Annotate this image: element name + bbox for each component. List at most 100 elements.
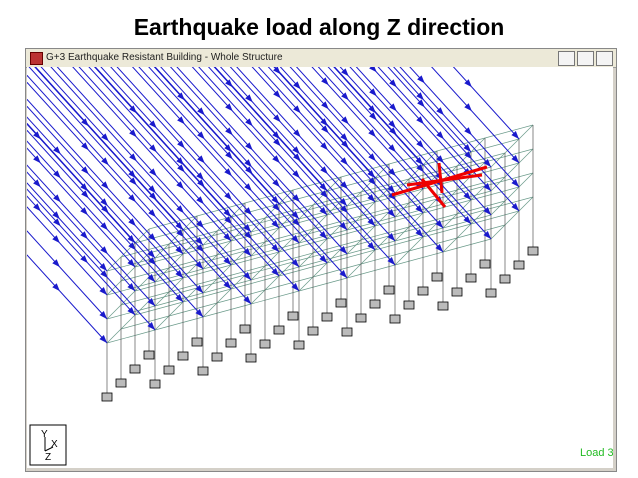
load-arrow-head [243,296,251,304]
axis-triad: Y X Z [29,424,67,466]
beam [422,199,472,214]
load-arrow-head [368,153,376,162]
beam [120,314,136,330]
load-arrow-line [273,67,376,179]
load-arrow-head [175,270,183,278]
beam [442,165,458,181]
load-arrow-line [27,140,156,283]
beam [154,316,204,331]
load-arrow-line [213,67,328,192]
load-arrow-line [327,67,472,225]
beam [408,213,458,228]
load-arrow-line [93,67,232,218]
load-arrow-head [387,209,395,217]
beam [374,164,424,179]
load-arrow-head [367,242,375,250]
load-arrow-head [388,144,396,153]
load-arrow-head [195,261,203,269]
beam [278,214,328,229]
load-arrow-head [340,133,348,142]
load-arrow-head [148,257,156,266]
load-arrow-head [53,146,61,155]
load-arrow-head [436,155,444,164]
support [321,312,333,322]
load-arrow-line [153,67,280,205]
load-arrow-head [128,170,136,179]
beam [374,211,390,227]
beam [484,124,534,139]
load-arrow-head [196,172,204,181]
load-arrow-head [195,237,203,245]
load-arrow-line [27,116,156,259]
viewport: Y X Z Load 3 [27,67,613,468]
load-arrow-head [339,198,347,206]
load-arrow-line [274,67,444,253]
slide-title: Earthquake load along Z direction [133,14,505,40]
beam [408,237,458,252]
load-arrow-head [147,322,155,330]
beam [202,303,252,318]
load-arrow-line [214,67,396,266]
beam [250,265,266,281]
red-member [437,162,444,194]
load-arrow-head [273,138,281,147]
axis-label: Y [41,429,48,440]
load-arrow-head [245,142,253,151]
load-arrow-line [295,67,444,229]
load-arrow-line [138,67,300,244]
load-arrow-head [340,205,348,214]
minimize-button[interactable] [558,51,575,66]
beam [120,315,170,330]
app-icon [30,52,43,65]
beam [148,263,198,278]
load-arrow-line [56,67,252,281]
load-arrow-head [223,209,231,217]
load-arrow-head [52,283,60,292]
load-arrow-head [511,179,519,187]
load-arrow-head [245,94,253,103]
load-arrow-head [415,229,423,237]
beam [518,124,534,140]
beam [394,178,410,194]
support [389,314,401,324]
load-arrow-head [463,216,471,224]
beam [230,250,246,266]
load-arrow-line [257,67,396,218]
load-arrow-head [273,67,281,75]
beam [250,290,300,305]
beam [456,224,506,239]
load-arrow-head [127,235,135,243]
load-arrow-head [368,105,376,114]
load-arrow-head [148,233,156,242]
beam [346,191,362,207]
load-arrow-head [339,246,347,254]
load-arrow-head [320,142,328,151]
load-arrow-head [225,79,233,88]
load-arrow-line [339,67,444,181]
axis-box [29,424,67,466]
load-arrow-line [27,164,156,307]
beam [216,289,266,304]
load-arrow-line [148,67,328,264]
support [149,379,161,389]
beam [470,186,520,201]
load-arrow-head [463,192,471,200]
load-arrow-head [128,218,136,227]
load-arrow-head [80,207,88,216]
load-arrow-head [415,205,423,213]
beam [278,237,294,253]
load-arrow-head [339,270,347,278]
support [479,259,491,269]
beam [340,211,390,226]
load-arrow-head [416,92,424,101]
close-button[interactable] [596,51,613,66]
maximize-button[interactable] [577,51,594,66]
load-arrow-line [27,123,136,244]
beam [202,254,218,270]
beam [360,249,376,265]
load-arrow-head [33,179,41,188]
load-arrow-head [293,81,301,90]
load-arrow-head [483,207,491,215]
beam [244,237,294,252]
structure-model [27,67,539,402]
